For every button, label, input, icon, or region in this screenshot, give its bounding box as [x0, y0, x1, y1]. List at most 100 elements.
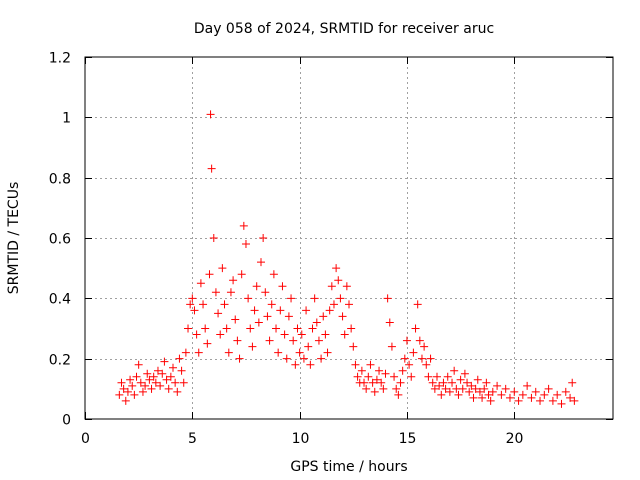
- data-point: [540, 390, 549, 399]
- data-point: [484, 390, 493, 399]
- data-point: [379, 384, 388, 393]
- x-axis-label: GPS time / hours: [290, 459, 407, 475]
- data-point: [349, 342, 358, 351]
- data-point: [475, 387, 484, 396]
- data-point: [280, 330, 289, 339]
- data-point: [171, 378, 180, 387]
- data-point: [527, 393, 536, 402]
- data-point: [229, 276, 238, 285]
- data-point: [561, 387, 570, 396]
- data-point: [235, 354, 244, 363]
- data-point: [177, 366, 186, 375]
- data-point: [327, 282, 336, 291]
- data-point: [323, 348, 332, 357]
- data-point: [259, 234, 268, 242]
- data-point: [175, 354, 184, 363]
- chart-title: Day 058 of 2024, SRMTID for receiver aru…: [194, 21, 494, 37]
- data-point: [147, 384, 156, 393]
- data-point: [435, 381, 444, 390]
- data-point: [413, 300, 422, 309]
- data-point: [246, 324, 255, 333]
- data-point: [375, 366, 384, 375]
- data-point: [377, 378, 386, 387]
- data-point: [471, 384, 480, 393]
- data-point: [196, 279, 205, 288]
- data-point: [523, 381, 532, 390]
- data-point: [184, 324, 193, 333]
- data-point: [252, 282, 261, 291]
- data-point: [390, 372, 399, 381]
- data-point: [190, 306, 199, 315]
- y-tick-label: 0.2: [49, 353, 71, 369]
- data-point: [319, 312, 328, 321]
- data-point: [334, 276, 343, 285]
- data-point: [231, 315, 240, 324]
- data-point: [536, 396, 545, 405]
- data-point: [548, 396, 557, 405]
- data-point: [214, 309, 223, 318]
- data-point: [366, 360, 375, 369]
- data-point: [302, 306, 311, 315]
- data-point: [473, 375, 482, 384]
- data-point: [186, 300, 195, 309]
- data-point: [430, 384, 439, 393]
- data-point: [211, 288, 220, 297]
- y-tick-label: 0.8: [49, 172, 71, 188]
- data-point: [267, 300, 276, 309]
- data-point: [497, 390, 506, 399]
- data-point: [207, 164, 216, 173]
- data-point: [544, 384, 553, 393]
- data-point: [439, 378, 448, 387]
- data-point: [420, 342, 429, 351]
- data-point: [428, 378, 437, 387]
- data-point: [568, 378, 577, 387]
- data-point: [263, 312, 272, 321]
- data-point: [141, 381, 150, 390]
- data-point: [206, 110, 215, 119]
- data-point: [299, 354, 308, 363]
- data-point: [458, 384, 467, 393]
- data-point: [119, 384, 128, 393]
- data-point: [426, 354, 435, 363]
- data-point: [321, 330, 330, 339]
- data-point: [134, 360, 143, 369]
- data-point: [469, 393, 478, 402]
- data-point: [514, 396, 523, 405]
- data-point: [237, 270, 246, 279]
- data-point: [276, 306, 285, 315]
- data-point: [156, 381, 165, 390]
- data-point: [325, 306, 334, 315]
- data-point: [456, 375, 465, 384]
- data-point: [486, 396, 495, 405]
- data-point: [405, 360, 414, 369]
- data-point: [347, 324, 356, 333]
- data-point: [360, 378, 369, 387]
- data-point: [117, 378, 126, 387]
- data-point: [340, 330, 349, 339]
- x-tick-label: 20: [506, 431, 524, 447]
- data-point: [164, 384, 173, 393]
- data-point: [518, 390, 527, 399]
- data-point: [304, 342, 313, 351]
- data-point: [203, 339, 212, 348]
- data-point: [417, 354, 426, 363]
- data-point: [392, 384, 401, 393]
- data-point: [501, 384, 510, 393]
- data-point: [398, 366, 407, 375]
- data-point: [407, 372, 416, 381]
- data-point: [385, 318, 394, 327]
- data-point: [293, 324, 302, 333]
- data-point: [291, 360, 300, 369]
- data-point: [194, 348, 203, 357]
- data-point: [415, 336, 424, 345]
- data-point: [531, 387, 540, 396]
- data-point: [265, 336, 274, 345]
- data-point: [422, 360, 431, 369]
- data-point: [261, 288, 270, 297]
- data-point: [387, 342, 396, 351]
- data-point: [372, 375, 381, 384]
- axis-tick-labels: 0 0.2 0.4 0.6 0.8 1 1.2 0 5 10 15 20: [49, 51, 524, 448]
- data-point: [400, 354, 409, 363]
- data-point: [478, 393, 487, 402]
